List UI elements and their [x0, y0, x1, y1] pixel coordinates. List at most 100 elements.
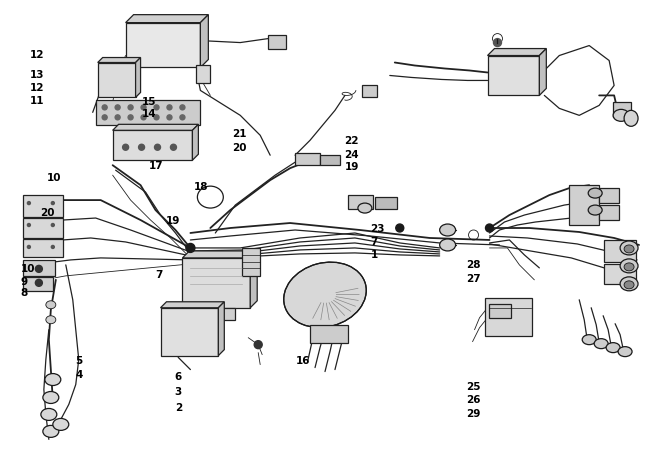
Bar [375, 197, 396, 209]
Text: 3: 3 [175, 387, 182, 398]
Polygon shape [488, 49, 547, 55]
Bar [484, 298, 532, 336]
Text: 16: 16 [296, 356, 310, 366]
Ellipse shape [41, 409, 57, 420]
Text: 20: 20 [231, 143, 246, 153]
Polygon shape [192, 124, 198, 160]
Polygon shape [112, 130, 192, 160]
Circle shape [51, 245, 55, 248]
Text: 23: 23 [370, 224, 385, 234]
Circle shape [128, 115, 133, 120]
Circle shape [493, 38, 501, 47]
Circle shape [35, 265, 42, 273]
Bar [599, 205, 619, 220]
Circle shape [51, 224, 55, 227]
Text: 11: 11 [30, 96, 45, 106]
Bar [23, 218, 63, 238]
Ellipse shape [606, 343, 620, 353]
Circle shape [35, 279, 42, 286]
Bar [196, 65, 211, 83]
Text: 15: 15 [142, 97, 157, 107]
Circle shape [141, 115, 146, 120]
Text: 2: 2 [175, 403, 182, 413]
Ellipse shape [624, 110, 638, 126]
Ellipse shape [439, 224, 456, 236]
Bar [362, 86, 377, 98]
Text: 7: 7 [370, 237, 378, 247]
Text: 28: 28 [466, 260, 481, 270]
Circle shape [167, 115, 172, 120]
Circle shape [180, 105, 185, 110]
Text: 14: 14 [142, 109, 157, 119]
Bar [23, 277, 53, 291]
Text: 25: 25 [466, 382, 481, 392]
Bar [215, 308, 235, 320]
Polygon shape [250, 251, 257, 308]
Circle shape [180, 115, 185, 120]
Polygon shape [125, 15, 209, 22]
Text: 19: 19 [344, 162, 359, 172]
Bar [295, 153, 320, 165]
Text: 19: 19 [166, 216, 181, 226]
Polygon shape [112, 124, 198, 130]
Circle shape [27, 224, 31, 227]
Ellipse shape [620, 241, 638, 255]
Bar [613, 103, 631, 117]
Circle shape [138, 144, 144, 150]
Ellipse shape [43, 392, 58, 403]
Circle shape [115, 105, 120, 110]
Bar [604, 264, 636, 284]
Text: 22: 22 [344, 136, 359, 146]
Ellipse shape [46, 316, 56, 324]
Polygon shape [161, 308, 218, 355]
Polygon shape [540, 49, 547, 95]
Ellipse shape [594, 338, 608, 349]
Ellipse shape [46, 301, 56, 309]
Circle shape [115, 115, 120, 120]
Text: 9: 9 [20, 277, 27, 287]
Text: 24: 24 [344, 150, 359, 160]
Ellipse shape [53, 419, 69, 431]
Bar [23, 260, 55, 276]
Text: 27: 27 [466, 274, 481, 284]
Text: 10: 10 [46, 173, 61, 183]
Text: 21: 21 [231, 129, 246, 139]
Polygon shape [488, 55, 540, 95]
Text: 29: 29 [466, 409, 480, 419]
Bar [320, 155, 340, 165]
Text: 8: 8 [20, 288, 28, 298]
Circle shape [141, 105, 146, 110]
Ellipse shape [588, 188, 602, 198]
Circle shape [51, 202, 55, 205]
Circle shape [254, 341, 262, 349]
Polygon shape [125, 22, 200, 67]
Text: 5: 5 [75, 356, 83, 366]
Text: 6: 6 [175, 372, 182, 382]
Ellipse shape [283, 262, 367, 327]
Circle shape [102, 105, 107, 110]
Ellipse shape [588, 205, 602, 215]
Ellipse shape [43, 425, 58, 437]
Circle shape [154, 105, 159, 110]
Bar [183, 308, 213, 323]
Text: 26: 26 [466, 395, 481, 405]
Bar [489, 304, 512, 318]
Polygon shape [218, 302, 224, 355]
Polygon shape [98, 58, 140, 62]
Circle shape [186, 244, 195, 252]
Circle shape [486, 224, 493, 232]
Circle shape [396, 224, 404, 232]
Ellipse shape [45, 374, 61, 386]
Text: 7: 7 [155, 270, 162, 280]
Ellipse shape [358, 203, 372, 213]
Polygon shape [200, 15, 209, 67]
Circle shape [27, 202, 31, 205]
Polygon shape [98, 62, 136, 98]
Bar [310, 325, 348, 343]
Bar [268, 35, 286, 49]
Polygon shape [183, 251, 257, 258]
Text: 17: 17 [149, 161, 163, 171]
Text: 18: 18 [194, 182, 209, 192]
Text: 20: 20 [40, 208, 55, 218]
Bar [23, 195, 63, 217]
